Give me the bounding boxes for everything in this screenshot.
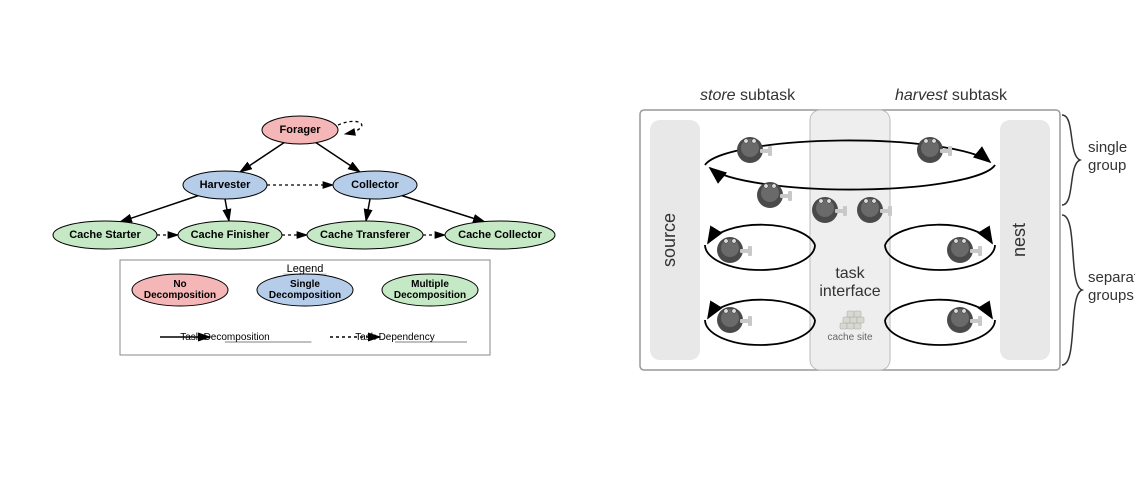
left-tree-diagram: Forager Harvester Collector Cache Starter Ca… <box>53 116 555 355</box>
node-collector: Collector <box>333 171 417 199</box>
cache-site-label: cache site <box>827 332 872 343</box>
node-label-collector: Collector <box>351 179 399 191</box>
separate-groups-label-2: groups <box>1088 287 1134 304</box>
separate-groups-label-1: separate <box>1088 269 1135 286</box>
nest-label: nest <box>1009 223 1029 257</box>
decomp-arrow-3 <box>225 199 229 221</box>
svg-text:Decomposition: Decomposition <box>269 290 341 301</box>
legend-swatch-1: SingleDecomposition <box>257 274 353 306</box>
svg-text:Decomposition: Decomposition <box>394 290 466 301</box>
single-group-label-2: group <box>1088 157 1126 174</box>
legend: Legend NoDecompositionSingleDecompositio… <box>120 260 490 355</box>
node-ccollector: Cache Collector <box>445 221 555 249</box>
node-label-cfinisher: Cache Finisher <box>191 229 271 241</box>
svg-text:Task Decomposition: Task Decomposition <box>180 332 269 343</box>
legend-title: Legend <box>287 263 324 275</box>
node-harvester: Harvester <box>183 171 267 199</box>
solid-arrows <box>120 142 485 222</box>
robot-icon-5 <box>717 237 752 263</box>
node-label-forager: Forager <box>280 124 322 136</box>
task-interface-label-2: interface <box>819 283 880 300</box>
node-label-cstarter: Cache Starter <box>69 229 141 241</box>
robot-icon-0 <box>737 137 772 163</box>
svg-text:Decomposition: Decomposition <box>144 290 216 301</box>
robot-icon-7 <box>717 307 752 333</box>
node-ctransfer: Cache Transferer <box>307 221 423 249</box>
decomp-arrow-1 <box>315 142 360 172</box>
harvest-subtask-label: harvest subtask <box>895 87 1008 104</box>
node-cfinisher: Cache Finisher <box>178 221 282 249</box>
single-group-label-1: single <box>1088 139 1127 156</box>
store-subtask-label: store subtask <box>700 87 796 104</box>
node-label-ccollector: Cache Collector <box>458 229 542 241</box>
decomp-arrow-5 <box>400 195 485 222</box>
svg-text:Multiple: Multiple <box>411 279 449 290</box>
brace-separate-groups: separate groups <box>1062 215 1135 365</box>
robot-icon-1 <box>917 137 952 163</box>
source-label: source <box>659 213 679 267</box>
decomp-arrow-2 <box>120 195 200 222</box>
legend-arrow-0: Task Decomposition <box>160 332 311 343</box>
legend-swatch-0: NoDecomposition <box>132 274 228 306</box>
diagram-canvas: Forager Harvester Collector Cache Starter Ca… <box>0 0 1135 500</box>
dependency-arrow-0 <box>338 121 362 134</box>
svg-text:Task Dependency: Task Dependency <box>355 332 435 343</box>
svg-text:Single: Single <box>290 279 320 290</box>
decomp-arrow-4 <box>366 199 370 221</box>
legend-arrow-1: Task Dependency <box>330 332 467 343</box>
robot-icon-6 <box>947 237 982 263</box>
brace-single-group: single group <box>1062 115 1127 205</box>
node-label-ctransfer: Cache Transferer <box>320 229 411 241</box>
decomp-arrow-0 <box>240 142 285 172</box>
node-cstarter: Cache Starter <box>53 221 157 249</box>
right-task-diagram: store subtask harvest subtask source nes… <box>640 87 1135 370</box>
task-interface-label-1: task <box>835 265 865 282</box>
node-forager: Forager <box>262 116 338 144</box>
node-label-harvester: Harvester <box>200 179 251 191</box>
task-interface-box <box>810 110 890 370</box>
legend-swatch-2: MultipleDecomposition <box>382 274 478 306</box>
svg-text:No: No <box>173 279 186 290</box>
robot-icon-8 <box>947 307 982 333</box>
